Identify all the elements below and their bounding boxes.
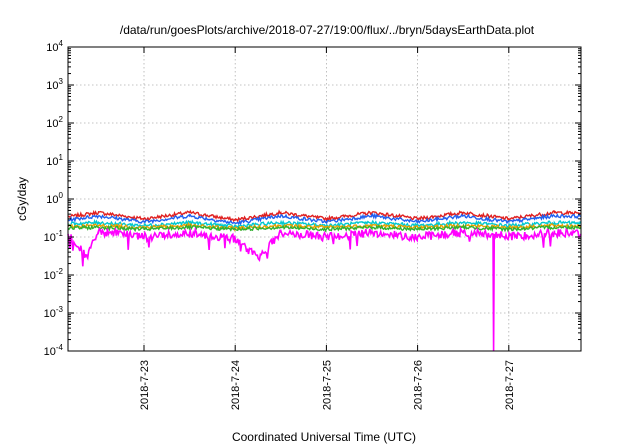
y-tick-label: 101	[46, 153, 63, 168]
x-tick-label: 2018-7-25	[321, 360, 333, 410]
y-tick-label: 10-2	[44, 267, 64, 282]
series-line	[67, 223, 582, 233]
series-layer	[67, 209, 582, 352]
series-line	[67, 226, 582, 352]
y-tick-label: 10-1	[44, 229, 64, 244]
series-line	[67, 209, 582, 223]
y-tick-label: 103	[46, 77, 63, 92]
chart-title: /data/run/goesPlots/archive/2018-07-27/1…	[120, 23, 535, 37]
y-tick-label: 100	[46, 191, 63, 206]
x-axis: 2018-7-23 2018-7-24 2018-7-25 2018-7-26 2018…	[139, 47, 516, 410]
x-tick-label: 2018-7-24	[230, 360, 242, 410]
series-line	[67, 212, 582, 227]
y-axis: 10-4 10-3 10-2 10-1 100 101 102 103 104	[44, 39, 581, 358]
y-tick-label: 10-3	[44, 305, 64, 320]
series-line	[67, 221, 582, 232]
x-tick-label: 2018-7-23	[139, 360, 151, 410]
y-tick-label: 102	[46, 115, 63, 130]
grid	[68, 47, 581, 351]
y-tick-label: 10-4	[44, 343, 64, 358]
x-tick-label: 2018-7-27	[504, 360, 516, 410]
y-axis-label: cGy/day	[15, 177, 29, 221]
x-axis-label: Coordinated Universal Time (UTC)	[232, 430, 416, 444]
y-tick-label: 104	[46, 39, 63, 54]
x-tick-label: 2018-7-26	[413, 360, 425, 410]
